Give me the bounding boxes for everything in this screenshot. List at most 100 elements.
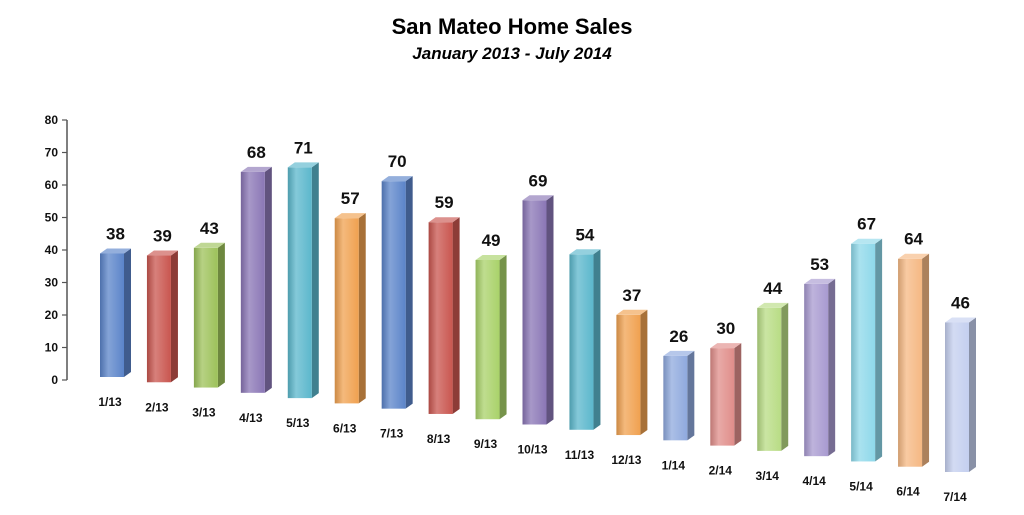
data-label: 44 [763, 279, 782, 298]
data-label: 39 [153, 227, 172, 246]
bar-top [522, 195, 554, 201]
bar-top [240, 166, 272, 172]
bar-6-14 [898, 253, 930, 467]
y-tick-label: 30 [45, 276, 59, 290]
bar-front [240, 171, 265, 393]
bar-side [593, 249, 601, 430]
x-tick-label: 1/13 [98, 395, 122, 409]
bar-5-14 [851, 238, 883, 462]
data-label: 49 [482, 231, 501, 250]
data-label: 46 [951, 294, 970, 313]
bar-front [475, 259, 500, 420]
x-tick-label: 7/13 [380, 427, 404, 441]
data-label: 70 [388, 152, 407, 171]
data-label: 57 [341, 189, 360, 208]
y-tick-label: 80 [45, 113, 59, 127]
bar-top [569, 249, 601, 255]
y-tick-label: 20 [45, 308, 59, 322]
x-tick-label: 2/13 [145, 400, 169, 414]
bar-top [334, 213, 366, 219]
bar-side [124, 248, 131, 377]
bar-side [499, 254, 507, 420]
bar-front [287, 167, 312, 399]
x-tick-label: 12/13 [611, 453, 641, 467]
bar-7-14 [945, 317, 976, 472]
y-tick-label: 10 [45, 341, 59, 355]
x-tick-label: 2/14 [709, 464, 733, 478]
y-tick-label: 70 [45, 146, 59, 160]
bar-top [193, 242, 225, 248]
x-tick-label: 5/14 [849, 479, 873, 493]
data-label: 71 [294, 138, 313, 157]
bar-top [898, 253, 930, 259]
x-tick-label: 3/13 [192, 406, 216, 420]
data-label: 37 [622, 286, 641, 305]
x-tick-label: 1/14 [662, 458, 686, 472]
data-label: 68 [247, 143, 266, 162]
bar-top [616, 309, 648, 315]
bar-side [311, 162, 319, 399]
x-tick-label: 7/14 [943, 490, 967, 504]
chart-title: San Mateo Home Sales [391, 14, 633, 39]
bar-1-13 [100, 248, 131, 377]
x-tick-label: 8/13 [427, 432, 451, 446]
bar-3-13 [193, 242, 225, 388]
bar-front [804, 283, 829, 457]
bar-9-13 [475, 254, 507, 420]
bar-top [287, 162, 319, 168]
bar-12-13 [616, 309, 648, 436]
bar-side [405, 176, 413, 409]
bar-10-13 [522, 195, 554, 425]
bar-side [217, 242, 225, 388]
bar-front [569, 254, 594, 430]
bar-side [828, 278, 836, 457]
data-label: 43 [200, 219, 219, 238]
data-label: 26 [669, 327, 688, 346]
bar-side [640, 309, 648, 436]
bar-11-13 [569, 249, 601, 430]
bar-front [663, 355, 688, 441]
data-label: 67 [857, 215, 876, 234]
bar-top [757, 302, 789, 308]
y-tick-label: 60 [45, 178, 59, 192]
x-tick-label: 5/13 [286, 416, 310, 430]
data-label: 59 [435, 193, 454, 212]
bar-side [170, 250, 178, 383]
bar-7-13 [381, 176, 413, 409]
bar-4-13 [240, 166, 272, 393]
bar-top [146, 250, 178, 256]
data-label: 30 [716, 319, 735, 338]
bar-front [710, 348, 735, 446]
bar-front [381, 181, 406, 409]
y-tick-label: 0 [51, 373, 58, 387]
bar-front [428, 222, 453, 414]
x-tick-label: 11/13 [565, 448, 595, 462]
x-tick-label: 6/13 [333, 421, 357, 435]
bar-front [100, 253, 124, 377]
x-tick-label: 9/13 [474, 437, 498, 451]
bar-top [945, 317, 976, 323]
bar-2-14 [710, 343, 742, 446]
bar-side [734, 343, 742, 446]
bar-front [146, 255, 171, 383]
bar-8-13 [428, 217, 460, 414]
bar-top [428, 217, 460, 223]
bar-side [687, 350, 695, 441]
bar-top [804, 278, 836, 284]
data-label: 69 [529, 171, 548, 190]
bar-3-14 [757, 302, 789, 451]
bar-top [710, 343, 742, 349]
data-label: 53 [810, 255, 829, 274]
bar-5-13 [287, 162, 319, 399]
chart-subtitle: January 2013 - July 2014 [412, 44, 612, 63]
bar-1-14 [663, 350, 695, 441]
data-label: 54 [575, 225, 594, 244]
bar-front [898, 258, 923, 467]
bar-front [945, 322, 969, 472]
bar-front [193, 247, 218, 388]
bar-top [851, 238, 883, 244]
bar-front [616, 314, 641, 436]
x-tick-label: 6/14 [896, 485, 920, 499]
bar-top [475, 254, 507, 260]
